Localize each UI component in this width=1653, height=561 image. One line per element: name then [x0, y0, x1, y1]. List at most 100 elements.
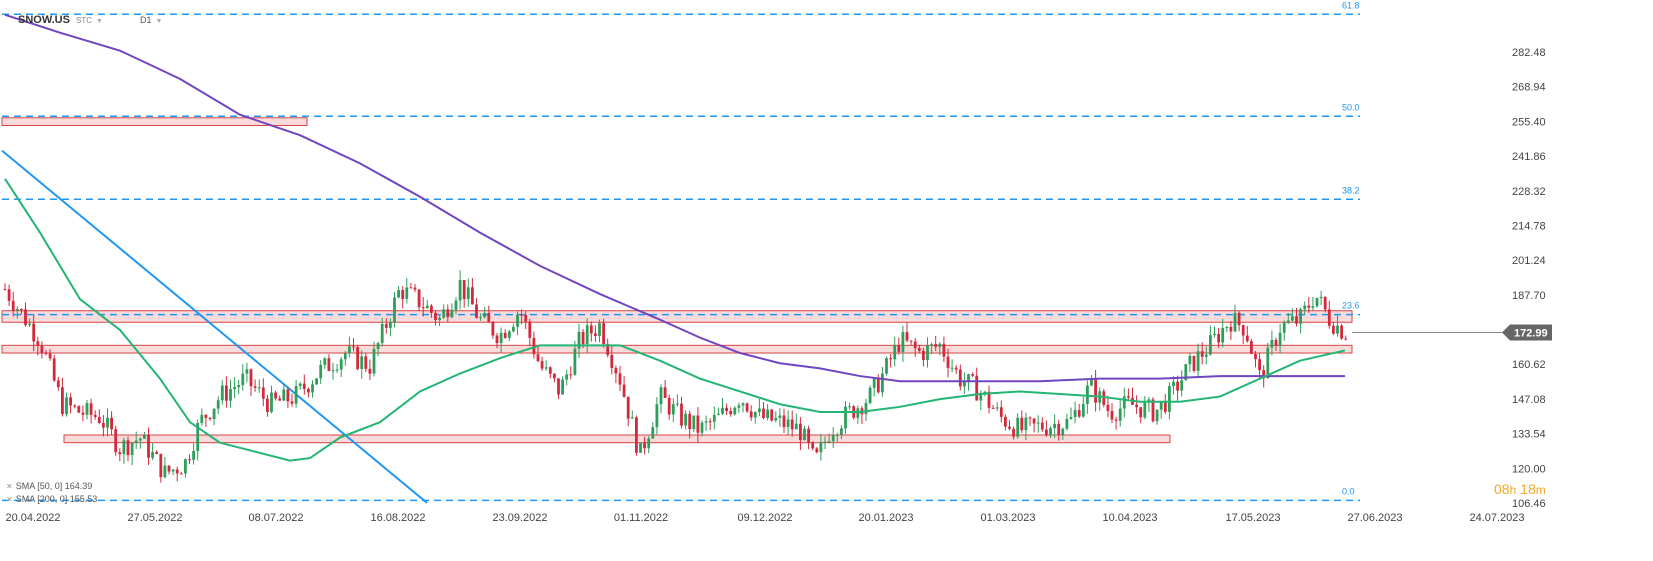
candle-body [745, 403, 749, 412]
candle-body [712, 414, 716, 422]
candle-body [212, 408, 216, 419]
candle-body [667, 397, 671, 415]
candle-body [286, 389, 290, 402]
candle-body [725, 407, 728, 412]
x-tick-label: 20.01.2023 [858, 512, 913, 524]
candle-body [770, 409, 774, 421]
candle-body [1008, 426, 1011, 429]
candle-body [565, 374, 569, 380]
candle-body [561, 379, 564, 395]
fib-level-label: 23.6 [1342, 301, 1360, 311]
candle-body [1176, 381, 1179, 391]
candle-body [220, 385, 224, 401]
candle-body [688, 413, 692, 430]
candle-body [65, 397, 68, 415]
candle-body [548, 367, 552, 374]
x-tick-label: 17.05.2023 [1225, 512, 1280, 524]
candle-body [704, 421, 708, 423]
candle-body [581, 332, 585, 345]
candle-body [905, 332, 909, 341]
x-tick-label: 09.12.2022 [737, 512, 792, 524]
candle-body [126, 440, 130, 456]
candle-body [1077, 410, 1081, 417]
candle-body [1221, 327, 1225, 343]
candle-body [774, 417, 778, 421]
trendline [1, 149, 428, 504]
candle-body [147, 434, 150, 458]
candle-body [491, 322, 495, 336]
candle-body [516, 314, 519, 327]
candle-body [233, 387, 236, 390]
x-tick-label: 01.11.2022 [614, 512, 668, 524]
candle-body [794, 423, 798, 430]
candle-body [848, 406, 851, 408]
candle-body [643, 442, 646, 449]
timeframe-selector[interactable]: D1 ▼ [140, 15, 162, 25]
candle-body [553, 373, 556, 379]
sma200-legend[interactable]: ✕ SMA [200, 0] 155.53 [6, 494, 97, 504]
candle-body [184, 459, 187, 474]
candle-body [762, 408, 765, 418]
market-selector[interactable]: STC ▼ [76, 16, 103, 25]
candle-body [520, 314, 523, 316]
close-icon[interactable]: ✕ [6, 482, 13, 491]
candle-body [97, 416, 101, 423]
candle-body [897, 344, 901, 352]
candle-body [241, 373, 245, 386]
sma50-legend[interactable]: ✕ SMA [50, 0] 164.39 [6, 481, 92, 491]
candle-body [24, 309, 27, 326]
candle-body [1135, 404, 1138, 408]
timer-minutes: 18 [1520, 481, 1536, 497]
candle-body [1307, 305, 1311, 308]
candle-body [298, 383, 302, 387]
y-tick-label: 120.00 [1512, 463, 1546, 475]
candle-body [635, 417, 638, 453]
candle-body [881, 373, 884, 393]
candle-body [81, 412, 85, 415]
candle-body [922, 350, 925, 360]
candle-body [626, 396, 630, 419]
candle-body [1110, 410, 1114, 420]
candle-body [1114, 419, 1118, 421]
candle-body [257, 387, 261, 389]
candle-body [708, 421, 712, 423]
candle-body [1127, 396, 1130, 398]
candle-body [413, 287, 417, 290]
candle-body [1250, 341, 1253, 354]
candle-body [827, 441, 831, 443]
candle-body [630, 417, 634, 419]
candle-body [1286, 320, 1290, 323]
candle-body [1241, 325, 1245, 336]
sma200-legend-value: 155.53 [69, 494, 98, 504]
candle-body [610, 354, 614, 369]
candle-body [495, 335, 499, 343]
candle-body [684, 413, 687, 426]
candle-body [319, 364, 323, 379]
close-icon[interactable]: ✕ [6, 495, 13, 504]
candle-body [1139, 407, 1143, 418]
candle-body [1094, 379, 1097, 403]
candle-body [1344, 338, 1348, 340]
candle-body [1336, 325, 1339, 334]
y-tick-label: 201.24 [1512, 255, 1546, 267]
candle-body [499, 332, 503, 343]
candle-body [782, 415, 786, 428]
candle-body [249, 369, 253, 387]
candle-body [1159, 401, 1163, 410]
candle-body [69, 397, 72, 406]
candle-body [237, 385, 241, 388]
symbol-label[interactable]: SNOW.US [18, 14, 70, 26]
candle-body [1340, 325, 1343, 339]
candle-body [507, 331, 511, 338]
candle-body [73, 405, 77, 407]
candle-body [1192, 355, 1196, 371]
candle-body [15, 309, 19, 311]
candle-body [680, 403, 683, 426]
candle-body [1036, 422, 1040, 424]
candle-body [585, 325, 589, 345]
candle-body [229, 389, 232, 401]
candle-body [1172, 381, 1175, 387]
candle-body [913, 341, 917, 349]
candle-body [1057, 423, 1061, 435]
